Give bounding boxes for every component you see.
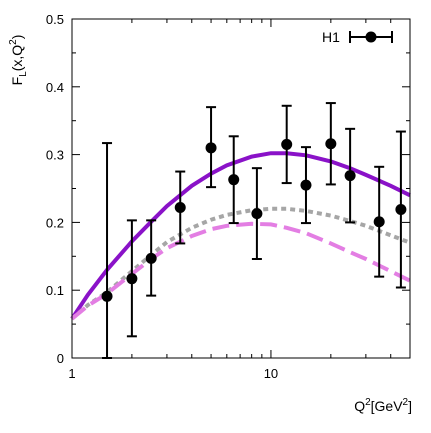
legend: H1 [322, 29, 393, 45]
data-point [373, 165, 385, 278]
y-tick-label: 0.1 [46, 283, 64, 298]
x-tick-label: 1 [68, 366, 75, 381]
data-point [300, 146, 312, 225]
point-marker [395, 204, 407, 216]
y-axis-label: FL(x,Q2) [8, 35, 29, 86]
data-point [126, 219, 138, 338]
data-point [281, 104, 293, 185]
point-marker [126, 273, 138, 285]
curve-dashed [70, 221, 411, 321]
y-tick-label: 0.2 [46, 215, 64, 230]
y-tick-label: 0.3 [46, 148, 64, 163]
x-tick-label: 10 [264, 366, 278, 381]
axis-ticks: 0 0.1 0.2 0.3 0.4 0.5 1 10 [46, 12, 410, 381]
point-marker [325, 138, 337, 150]
y-tick-label: 0 [57, 351, 64, 366]
data-point [205, 106, 217, 189]
data-point [228, 135, 240, 225]
plot-frame [71, 18, 411, 359]
legend-marker [365, 31, 377, 43]
data-points [101, 102, 407, 359]
x-axis-label: Q2[GeV2] [354, 397, 412, 414]
y-tick-label: 0.4 [46, 80, 64, 95]
data-point [174, 170, 186, 245]
data-point [325, 102, 337, 186]
point-marker [174, 201, 186, 213]
y-tick-label: 0.5 [46, 12, 64, 27]
point-marker [300, 179, 312, 191]
point-marker [101, 290, 113, 302]
theory-curves [70, 151, 411, 321]
data-point [145, 219, 157, 297]
curve-solid [70, 151, 411, 320]
point-marker [205, 142, 217, 154]
point-marker [145, 252, 157, 264]
point-marker [373, 216, 385, 228]
data-point [101, 142, 113, 359]
data-point [251, 167, 263, 261]
data-point [344, 127, 356, 224]
point-marker [228, 174, 240, 186]
legend-label: H1 [322, 29, 340, 45]
point-marker [251, 208, 263, 220]
point-marker [344, 170, 356, 182]
point-marker [281, 138, 293, 150]
data-point [395, 130, 407, 289]
